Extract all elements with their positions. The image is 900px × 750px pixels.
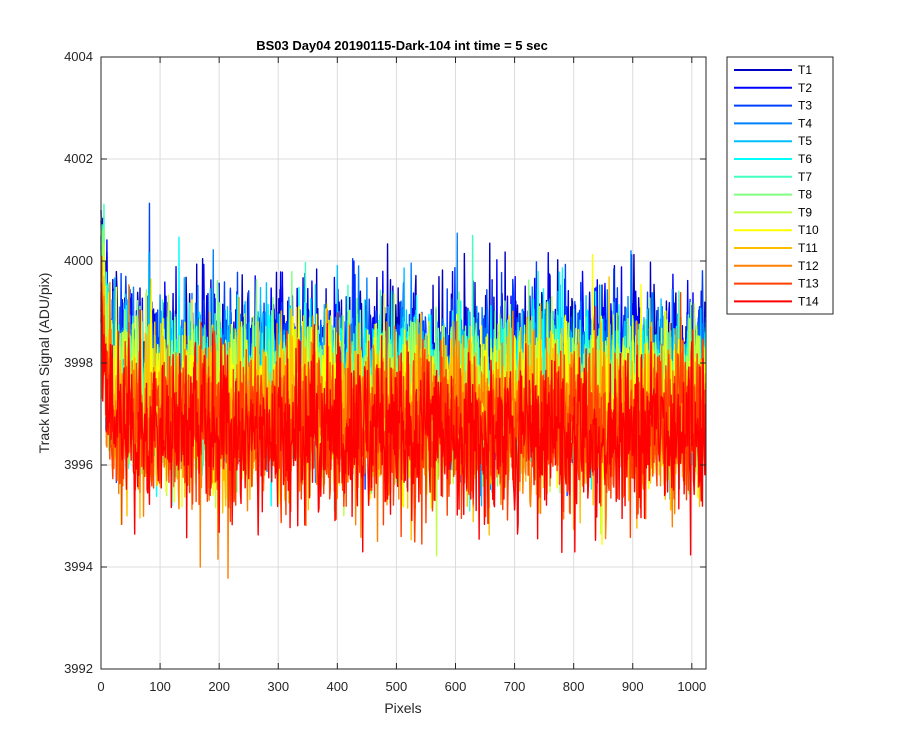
x-tick-label: 900 <box>622 679 644 694</box>
x-tick-label: 300 <box>267 679 289 694</box>
y-tick-labels: 3992 3994 3996 3998 4000 4002 4004 <box>64 49 93 676</box>
legend-label-t5: T5 <box>798 134 812 148</box>
legend-label-t12: T12 <box>798 259 819 273</box>
legend-label-t3: T3 <box>798 99 812 113</box>
x-tick-label: 400 <box>326 679 348 694</box>
legend-label-t14: T14 <box>798 294 819 308</box>
y-tick-label: 3992 <box>64 661 93 676</box>
chart-title: BS03 Day04 20190115-Dark-104 int time = … <box>256 38 548 53</box>
x-tick-labels: 0 100 200 300 400 500 600 700 800 900 1000 <box>97 679 706 694</box>
legend-entries: T1 T2 T3 T4 T5 T6 T7 T8 T9 T10 T11 T12 T13 T14 <box>734 63 819 308</box>
legend-label-t4: T4 <box>798 116 812 130</box>
x-tick-label: 100 <box>149 679 171 694</box>
legend-label-t2: T2 <box>798 81 812 95</box>
y-tick-label: 4000 <box>64 253 93 268</box>
y-tick-label: 4002 <box>64 151 93 166</box>
y-tick-label: 3996 <box>64 457 93 472</box>
plot-area <box>100 56 707 670</box>
x-tick-label: 700 <box>504 679 526 694</box>
legend-label-t9: T9 <box>798 205 812 219</box>
y-tick-label: 3994 <box>64 559 93 574</box>
x-tick-label: 1000 <box>677 679 706 694</box>
x-tick-label: 600 <box>445 679 467 694</box>
legend-label-t13: T13 <box>798 277 819 291</box>
x-tick-label: 800 <box>563 679 585 694</box>
legend-label-t6: T6 <box>798 152 812 166</box>
legend: T1 T2 T3 T4 T5 T6 T7 T8 T9 T10 T11 T12 T13 T14 <box>726 56 834 315</box>
legend-label-t11: T11 <box>798 241 818 255</box>
y-tick-label: 3998 <box>64 355 93 370</box>
y-axis-label: Track Mean Signal (ADU/pix) <box>36 273 52 454</box>
series-lines <box>100 202 707 579</box>
series-line-t14 <box>100 283 707 556</box>
x-tick-label: 0 <box>97 679 104 694</box>
y-tick-label: 4004 <box>64 49 93 64</box>
legend-label-t10: T10 <box>798 223 819 237</box>
tick-marks <box>100 56 706 670</box>
legend-label-t7: T7 <box>798 170 812 184</box>
x-axis-label: Pixels <box>384 700 421 716</box>
x-tick-label: 500 <box>386 679 408 694</box>
legend-label-t8: T8 <box>798 188 812 202</box>
legend-label-t1: T1 <box>798 63 812 77</box>
x-tick-label: 200 <box>208 679 230 694</box>
legend-box <box>726 56 834 315</box>
